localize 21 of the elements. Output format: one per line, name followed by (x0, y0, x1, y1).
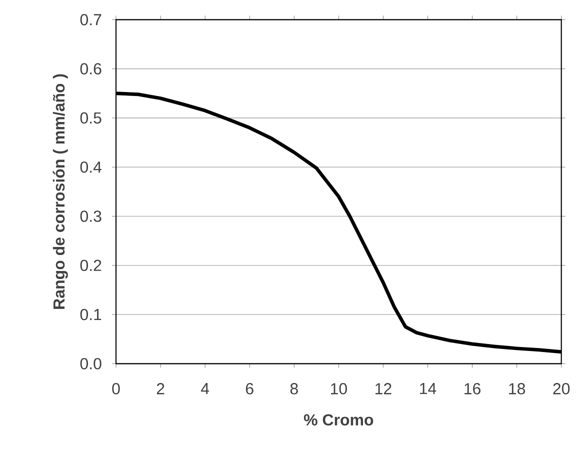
x-tick-label: 16 (464, 383, 480, 394)
y-tick-label: 0.3 (80, 210, 102, 222)
x-tick-label: 20 (553, 383, 570, 394)
y-tick-label: 0.6 (80, 63, 102, 74)
x-tick-label: 18 (509, 383, 525, 394)
x-tick-label: 6 (246, 383, 254, 394)
y-tick-label: 0.2 (80, 260, 102, 272)
y-tick-label: 0.5 (80, 112, 102, 124)
y-tick-label: 0.1 (80, 308, 102, 320)
x-tick-label: 0 (112, 383, 120, 394)
x-tick-label: 14 (420, 383, 436, 394)
x-tick-label: 12 (376, 383, 392, 394)
x-tick-label: 2 (156, 383, 164, 394)
x-tick-label: 4 (201, 383, 210, 394)
y-tick-label: 0.0 (80, 358, 102, 370)
y-tick-label: 0.4 (80, 161, 102, 173)
x-tick-label: 10 (330, 383, 347, 394)
x-tick-label: 8 (290, 383, 298, 394)
y-tick-label: 0.7 (80, 14, 102, 26)
y-axis-title: Rango de corrosión ( mm/año ) (52, 74, 68, 309)
x-axis-title: % Cromo (304, 414, 374, 426)
